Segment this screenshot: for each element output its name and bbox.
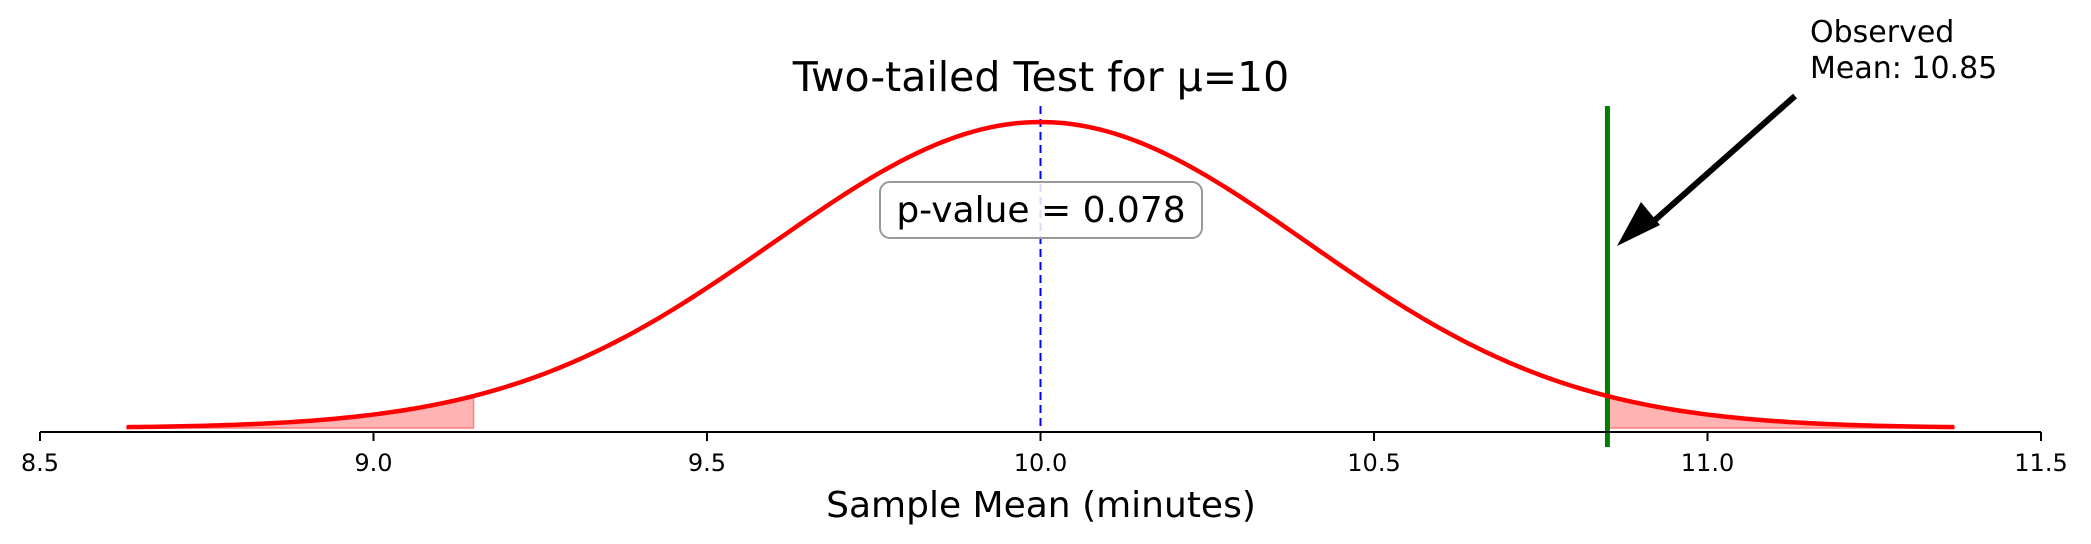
x-tick-label: 11.0 — [1681, 449, 1734, 477]
p-value-box-frame — [879, 181, 1203, 239]
observed-label-line-2: Mean: 10.85 — [1810, 51, 1997, 86]
p-value-box: p-value = 0.078 — [879, 181, 1203, 239]
x-tick-label: 8.5 — [21, 449, 59, 477]
x-tick-label: 9.5 — [688, 449, 726, 477]
x-tick-label: 9.0 — [354, 449, 392, 477]
reference-lines — [1039, 106, 1610, 447]
x-ticks: 8.5 9.0 9.5 10.0 10.5 11.0 11.5 — [21, 432, 2068, 477]
distribution-curve — [126, 119, 1955, 430]
observed-label-line-1: Observed — [1810, 15, 1954, 50]
observed-arrow-shaft — [1653, 93, 1797, 223]
x-tick-label: 10.5 — [1347, 449, 1400, 477]
observed-arrow-head — [1617, 202, 1660, 246]
x-tick-label: 11.5 — [2014, 449, 2067, 477]
x-axis-label: Sample Mean (minutes) — [826, 485, 1256, 526]
p-value-label: p-value = 0.078 — [896, 190, 1185, 231]
x-tick-label: 10.0 — [1014, 449, 1067, 477]
observed-annotation: Observed Mean: 10.85 — [1617, 15, 1997, 246]
chart-title: Two-tailed Test for μ=10 — [792, 53, 1289, 101]
